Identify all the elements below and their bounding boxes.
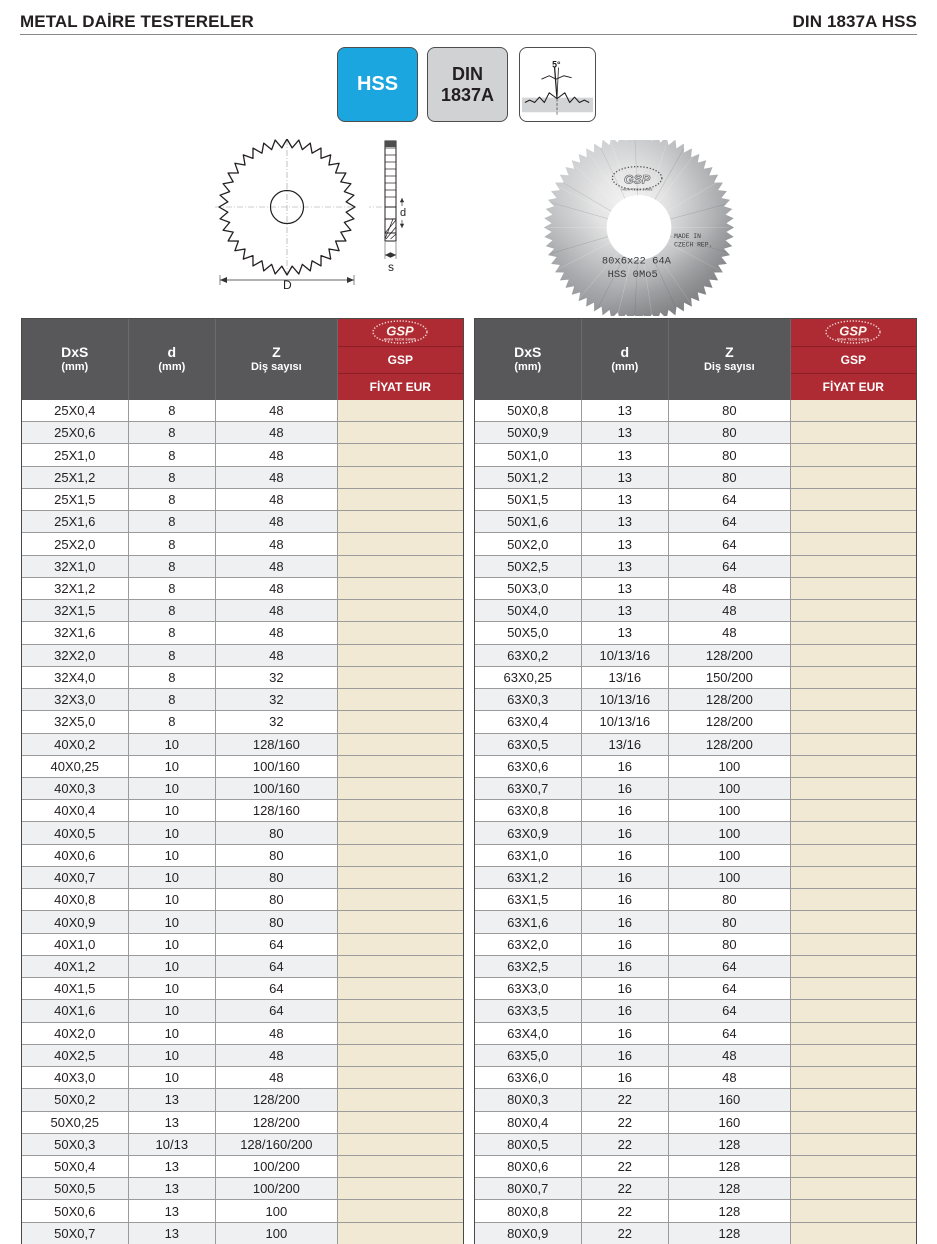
svg-text:GSP: GSP <box>624 172 651 186</box>
svg-text:GSP: GSP <box>387 324 415 339</box>
svg-text:MADE IN: MADE IN <box>674 233 701 240</box>
svg-text:80x6x22 64A: 80x6x22 64A <box>602 256 672 268</box>
svg-text:HIGH TECH SAWS: HIGH TECH SAWS <box>384 338 417 342</box>
svg-text:HIGH TECH SAWS: HIGH TECH SAWS <box>837 338 870 342</box>
svg-text:D: D <box>283 278 292 289</box>
svg-text:HIGH TECH SAWS: HIGH TECH SAWS <box>621 187 652 191</box>
svg-text:5°: 5° <box>552 59 561 69</box>
svg-text:CZECH REP.: CZECH REP. <box>674 242 712 249</box>
svg-text:GSP: GSP <box>840 324 868 339</box>
svg-text:s: s <box>388 260 394 274</box>
svg-text:HSS 0Mo5: HSS 0Mo5 <box>608 269 658 281</box>
svg-text:d: d <box>400 207 406 219</box>
